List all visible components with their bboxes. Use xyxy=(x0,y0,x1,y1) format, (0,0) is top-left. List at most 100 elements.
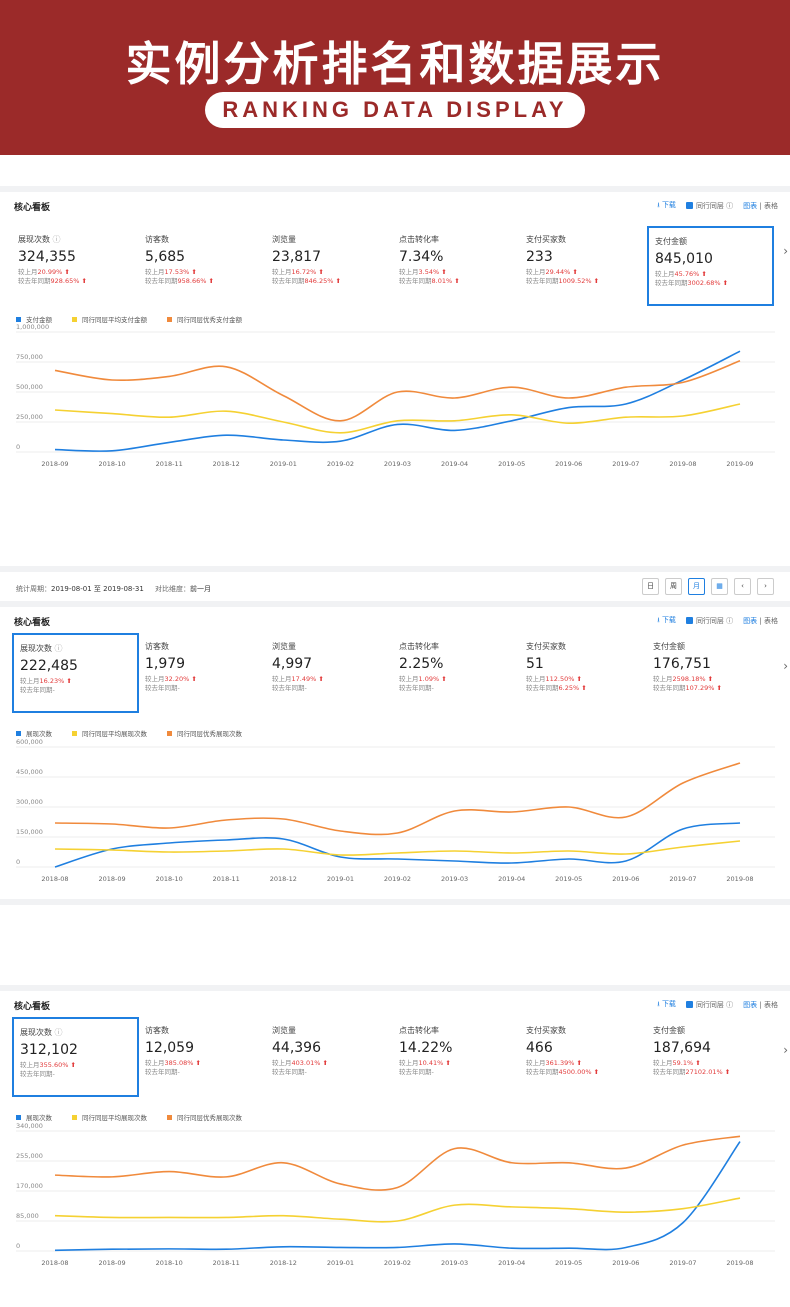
y-tick-label: 300,000 xyxy=(16,798,43,806)
metric-card[interactable]: 浏览量 4,997 较上月17.49% ⬆ 较去年同期- xyxy=(266,633,393,713)
metric-value: 12,059 xyxy=(145,1040,194,1056)
checkbox-icon[interactable] xyxy=(685,202,693,209)
metric-value: 312,102 xyxy=(20,1042,78,1058)
legend-item[interactable]: 同行同层优秀展现次数 xyxy=(167,728,242,738)
divider xyxy=(0,985,790,991)
x-tick-label: 2019-01 xyxy=(327,1259,354,1267)
legend-swatch xyxy=(167,1115,172,1120)
metric-card[interactable]: 支付金额 176,751 较上月2598.18% ⬆ 较去年同期107.29% ⬆ xyxy=(647,633,774,713)
legend-item[interactable]: 同行同层优秀支付金额 xyxy=(167,314,242,324)
banner-subtitle: RANKING DATA DISPLAY xyxy=(205,92,585,128)
x-tick-label: 2019-05 xyxy=(498,460,525,468)
metric-change: 较上月59.1% ⬆ 较去年同期27102.01% ⬆ xyxy=(653,1059,731,1076)
up-arrow-icon: ⬆ xyxy=(70,1061,76,1069)
metric-card[interactable]: 点击转化率 7.34% 较上月3.54% ⬆ 较去年同期8.01% ⬆ xyxy=(393,226,520,306)
legend-item[interactable]: 展现次数 xyxy=(16,1112,52,1122)
view-table-button[interactable]: 表格 xyxy=(764,617,778,625)
peer-checkbox[interactable]: 同行同层 ⓘ xyxy=(685,616,733,626)
view-table-button[interactable]: 表格 xyxy=(764,202,778,210)
legend-item[interactable]: 同行同层平均展现次数 xyxy=(72,728,147,738)
calendar-icon[interactable]: ▦ xyxy=(711,578,728,595)
chart-legend: 支付金额 同行同层平均支付金额 同行同层优秀支付金额 xyxy=(16,314,242,324)
view-chart-button[interactable]: 图表 xyxy=(743,617,758,625)
legend-item[interactable]: 展现次数 xyxy=(16,728,52,738)
up-arrow-icon: ⬆ xyxy=(454,276,460,285)
dashboard-panel: 核心看板 ⭳ 下载 同行同层 ⓘ 图表 | 表格 展现次数 ⓘ 222,485 较上… xyxy=(0,607,790,897)
legend-item[interactable]: 同行同层平均支付金额 xyxy=(72,314,147,324)
up-arrow-icon: ⬆ xyxy=(66,677,72,685)
checkbox-icon[interactable] xyxy=(685,1001,693,1008)
up-arrow-icon: ⬆ xyxy=(81,276,87,285)
chevron-right-icon[interactable]: › xyxy=(783,244,788,258)
x-tick-label: 2018-10 xyxy=(156,875,183,883)
metric-name: 支付买家数 xyxy=(526,235,566,244)
divider xyxy=(0,566,790,572)
peer-checkbox[interactable]: 同行同层 ⓘ xyxy=(685,201,733,211)
legend-swatch xyxy=(72,1115,77,1120)
compare-value: 前一月 xyxy=(189,585,211,593)
chevron-right-icon[interactable]: › xyxy=(783,659,788,673)
metric-row: 展现次数 ⓘ 312,102 较上月355.60% ⬆ 较去年同期- 访客数 12,059… xyxy=(12,1017,772,1097)
metric-name: 点击转化率 xyxy=(399,642,439,651)
download-button[interactable]: ⭳ 下载 xyxy=(657,616,676,624)
metric-name: 支付买家数 xyxy=(526,1026,566,1035)
x-tick-label: 2019-04 xyxy=(498,875,525,883)
metric-card[interactable]: 支付买家数 466 较上月361.39% ⬆ 较去年同期4500.00% ⬆ xyxy=(520,1017,647,1097)
legend-item[interactable]: 支付金额 xyxy=(16,314,52,324)
series-line xyxy=(54,762,741,836)
legend-swatch xyxy=(72,731,77,736)
metric-card[interactable]: 支付金额 845,010 较上月45.76% ⬆ 较去年同期3002.68% ⬆ xyxy=(647,226,774,306)
metric-card[interactable]: 支付买家数 233 较上月29.44% ⬆ 较去年同期1009.52% ⬆ xyxy=(520,226,647,306)
up-arrow-icon: ⬆ xyxy=(441,675,447,683)
metric-row: 展现次数 ⓘ 222,485 较上月16.23% ⬆ 较去年同期- 访客数 1,979 较上… xyxy=(12,633,772,713)
legend-item[interactable]: 同行同层平均展现次数 xyxy=(72,1112,147,1122)
up-arrow-icon: ⬆ xyxy=(572,268,578,276)
info-icon: ⓘ xyxy=(52,235,61,244)
chevron-right-icon[interactable]: › xyxy=(783,1043,788,1057)
up-arrow-icon: ⬆ xyxy=(576,1059,582,1067)
legend-swatch xyxy=(167,731,172,736)
series-line xyxy=(54,822,741,868)
view-chart-button[interactable]: 图表 xyxy=(743,202,758,210)
metric-card[interactable]: 展现次数 ⓘ 324,355 较上月20.99% ⬆ 较去年同期928.65% ⬆ xyxy=(12,226,139,306)
day-button[interactable]: 日 xyxy=(642,578,659,595)
up-arrow-icon: ⬆ xyxy=(195,1059,201,1067)
peer-checkbox[interactable]: 同行同层 ⓘ xyxy=(685,1000,733,1010)
view-chart-button[interactable]: 图表 xyxy=(743,1001,758,1009)
metric-row: 展现次数 ⓘ 324,355 较上月20.99% ⬆ 较去年同期928.65% ⬆ 访客… xyxy=(12,226,774,306)
metric-change: 较上月385.08% ⬆ 较去年同期- xyxy=(145,1059,201,1076)
week-button[interactable]: 周 xyxy=(665,578,682,595)
dashboard-panel: 核心看板 ⭳ 下载 同行同层 ⓘ 图表 | 表格 展现次数 ⓘ 324,355 较上… xyxy=(0,192,790,492)
metric-card[interactable]: 展现次数 ⓘ 312,102 较上月355.60% ⬆ 较去年同期- xyxy=(12,1017,139,1097)
y-tick-label: 450,000 xyxy=(16,768,43,776)
up-arrow-icon: ⬆ xyxy=(318,675,324,683)
metric-card[interactable]: 点击转化率 14.22% 较上月10.41% ⬆ 较去年同期- xyxy=(393,1017,520,1097)
up-arrow-icon: ⬆ xyxy=(64,268,70,276)
up-arrow-icon: ⬆ xyxy=(208,276,214,285)
metric-value: 187,694 xyxy=(653,1040,711,1056)
metric-card[interactable]: 访客数 12,059 较上月385.08% ⬆ 较去年同期- xyxy=(139,1017,266,1097)
metric-card[interactable]: 展现次数 ⓘ 222,485 较上月16.23% ⬆ 较去年同期- xyxy=(12,633,139,713)
chevron-right-icon[interactable]: › xyxy=(757,578,774,595)
series-line xyxy=(54,360,741,422)
panel-title: 核心看板 xyxy=(14,618,51,628)
y-tick-label: 85,000 xyxy=(16,1212,39,1220)
up-arrow-icon: ⬆ xyxy=(695,1059,701,1067)
metric-card[interactable]: 访客数 1,979 较上月32.20% ⬆ 较去年同期- xyxy=(139,633,266,713)
metric-card[interactable]: 访客数 5,685 较上月17.53% ⬆ 较去年同期958.66% ⬆ xyxy=(139,226,266,306)
metric-card[interactable]: 点击转化率 2.25% 较上月1.09% ⬆ 较去年同期- xyxy=(393,633,520,713)
chevron-left-icon[interactable]: ‹ xyxy=(734,578,751,595)
download-button[interactable]: ⭳ 下载 xyxy=(657,1000,676,1008)
metric-card[interactable]: 支付金额 187,694 较上月59.1% ⬆ 较去年同期27102.01% ⬆ xyxy=(647,1017,774,1097)
metric-card[interactable]: 浏览量 23,817 较上月16.72% ⬆ 较去年同期846.25% ⬆ xyxy=(266,226,393,306)
metric-card[interactable]: 支付买家数 51 较上月112.50% ⬆ 较去年同期6.25% ⬆ xyxy=(520,633,647,713)
legend-swatch xyxy=(167,317,172,322)
checkbox-icon[interactable] xyxy=(685,617,693,624)
series-line xyxy=(54,840,741,856)
metric-card[interactable]: 浏览量 44,396 较上月403.01% ⬆ 较去年同期- xyxy=(266,1017,393,1097)
metric-change: 较上月16.23% ⬆ 较去年同期- xyxy=(20,677,72,694)
legend-item[interactable]: 同行同层优秀展现次数 xyxy=(167,1112,242,1122)
view-table-button[interactable]: 表格 xyxy=(764,1001,778,1009)
download-button[interactable]: ⭳ 下载 xyxy=(657,201,676,209)
month-button[interactable]: 月 xyxy=(688,578,705,595)
